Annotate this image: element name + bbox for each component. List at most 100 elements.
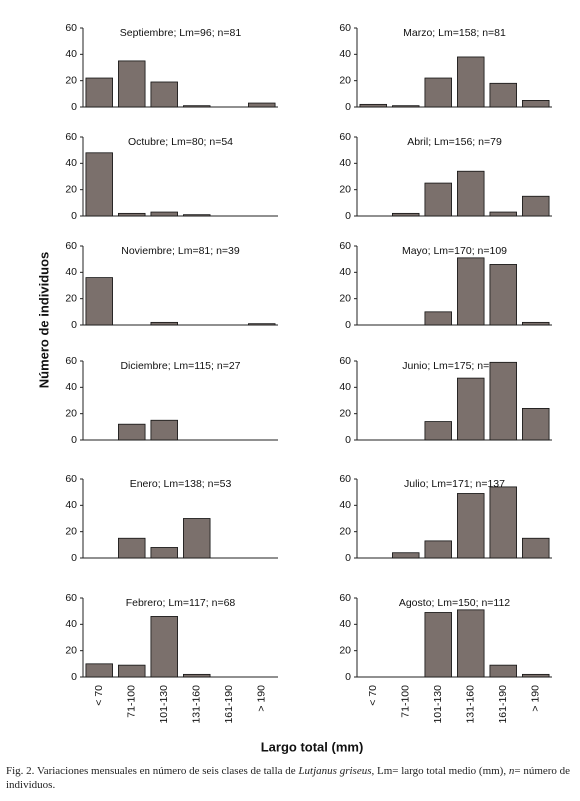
y-tick-label: 40 xyxy=(339,157,351,169)
bar xyxy=(489,82,517,108)
x-tick-label: 161-190 xyxy=(223,685,235,724)
bar xyxy=(424,182,452,217)
y-tick-label: 20 xyxy=(65,74,77,86)
y-tick-label: 60 xyxy=(65,240,77,252)
x-axis-title: Largo total (mm) xyxy=(261,739,364,754)
y-tick-label: 20 xyxy=(339,407,351,419)
bar xyxy=(392,552,420,559)
bar xyxy=(183,673,211,678)
bar xyxy=(424,612,452,678)
x-tick-label: 101-130 xyxy=(158,685,170,724)
bar xyxy=(457,609,485,678)
bar xyxy=(150,616,178,678)
bar xyxy=(522,100,550,108)
bar xyxy=(248,323,276,326)
x-tick-label: 71-100 xyxy=(400,685,412,718)
chart-title: Abril; Lm=156; n=79 xyxy=(407,136,502,148)
y-tick-label: 40 xyxy=(339,48,351,60)
bar xyxy=(85,277,113,326)
bar xyxy=(424,77,452,108)
y-tick-label: 0 xyxy=(71,101,77,113)
x-tick-label: > 190 xyxy=(256,685,268,712)
bar xyxy=(85,152,113,217)
caption-text: , Lm= largo total medio (mm), xyxy=(371,765,509,777)
x-tick-label: < 70 xyxy=(367,685,379,706)
chart-title: Noviembre; Lm=81; n=39 xyxy=(121,245,240,257)
y-tick-label: 40 xyxy=(65,157,77,169)
chart-title: Mayo; Lm=170; n=109 xyxy=(402,245,507,257)
y-tick-label: 20 xyxy=(339,644,351,656)
chart-title: Diciembre; Lm=115; n=27 xyxy=(120,360,240,372)
y-tick-label: 20 xyxy=(65,644,77,656)
x-tick-label: 131-160 xyxy=(465,685,477,724)
y-tick-label: 20 xyxy=(65,292,77,304)
bar xyxy=(183,214,211,217)
y-tick-label: 60 xyxy=(65,592,77,604)
bar xyxy=(457,56,485,108)
bar xyxy=(424,540,452,559)
y-tick-label: 0 xyxy=(345,210,351,222)
y-tick-label: 0 xyxy=(345,101,351,113)
y-tick-label: 0 xyxy=(71,210,77,222)
y-tick-label: 60 xyxy=(339,131,351,143)
x-tick-label: 71-100 xyxy=(126,685,138,718)
y-tick-label: 20 xyxy=(339,74,351,86)
y-tick-label: 40 xyxy=(65,499,77,511)
y-tick-label: 0 xyxy=(71,434,77,446)
chart-title: Septiembre; Lm=96; n=81 xyxy=(120,27,242,39)
y-tick-label: 40 xyxy=(65,618,77,630)
y-tick-label: 40 xyxy=(339,618,351,630)
bar xyxy=(85,663,113,678)
bar xyxy=(150,211,178,217)
bar xyxy=(183,518,211,559)
caption: Fig. 2. Variaciones mensuales en número … xyxy=(6,764,572,792)
bar xyxy=(522,321,550,326)
bar xyxy=(424,421,452,441)
bar xyxy=(489,361,517,441)
chart-title: Junio; Lm=175; n=148 xyxy=(402,360,507,372)
bar xyxy=(457,257,485,326)
y-tick-label: 60 xyxy=(65,355,77,367)
bar xyxy=(248,102,276,108)
caption-text: = número de individuos. xyxy=(6,765,571,791)
y-tick-label: 60 xyxy=(65,22,77,34)
bar xyxy=(522,195,550,217)
y-tick-label: 40 xyxy=(339,266,351,278)
chart-title: Febrero; Lm=117; n=68 xyxy=(126,597,236,609)
caption-species: Lutjanus griseus xyxy=(298,765,372,777)
bar xyxy=(150,419,178,441)
y-tick-label: 0 xyxy=(345,552,351,564)
y-tick-label: 60 xyxy=(339,592,351,604)
chart-title: Julio; Lm=171; n=137 xyxy=(404,478,505,490)
caption-n: n xyxy=(508,765,515,777)
x-tick-label: < 70 xyxy=(93,685,105,706)
y-tick-label: 20 xyxy=(339,183,351,195)
y-tick-label: 0 xyxy=(345,671,351,683)
bar xyxy=(118,664,146,678)
y-tick-label: 0 xyxy=(71,319,77,331)
bar xyxy=(359,103,387,108)
bar xyxy=(150,321,178,326)
y-tick-label: 40 xyxy=(65,381,77,393)
y-tick-label: 20 xyxy=(339,525,351,537)
chart-grid: Número de individuos Largo total (mm) Se… xyxy=(36,22,552,754)
bar xyxy=(489,211,517,217)
chart-title: Octubre; Lm=80; n=54 xyxy=(128,136,233,148)
bar xyxy=(118,537,146,559)
y-tick-label: 40 xyxy=(65,48,77,60)
bar xyxy=(489,264,517,326)
y-tick-label: 60 xyxy=(339,22,351,34)
y-tick-label: 60 xyxy=(339,355,351,367)
y-tick-label: 60 xyxy=(339,240,351,252)
chart-title: Enero; Lm=138; n=53 xyxy=(130,478,232,490)
bar xyxy=(118,60,146,108)
bar xyxy=(522,407,550,441)
bar xyxy=(183,105,211,108)
y-tick-label: 40 xyxy=(339,499,351,511)
y-tick-label: 40 xyxy=(339,381,351,393)
chart-title: Marzo; Lm=158; n=81 xyxy=(403,27,506,39)
bar xyxy=(150,547,178,559)
y-tick-label: 60 xyxy=(65,131,77,143)
y-tick-label: 40 xyxy=(65,266,77,278)
